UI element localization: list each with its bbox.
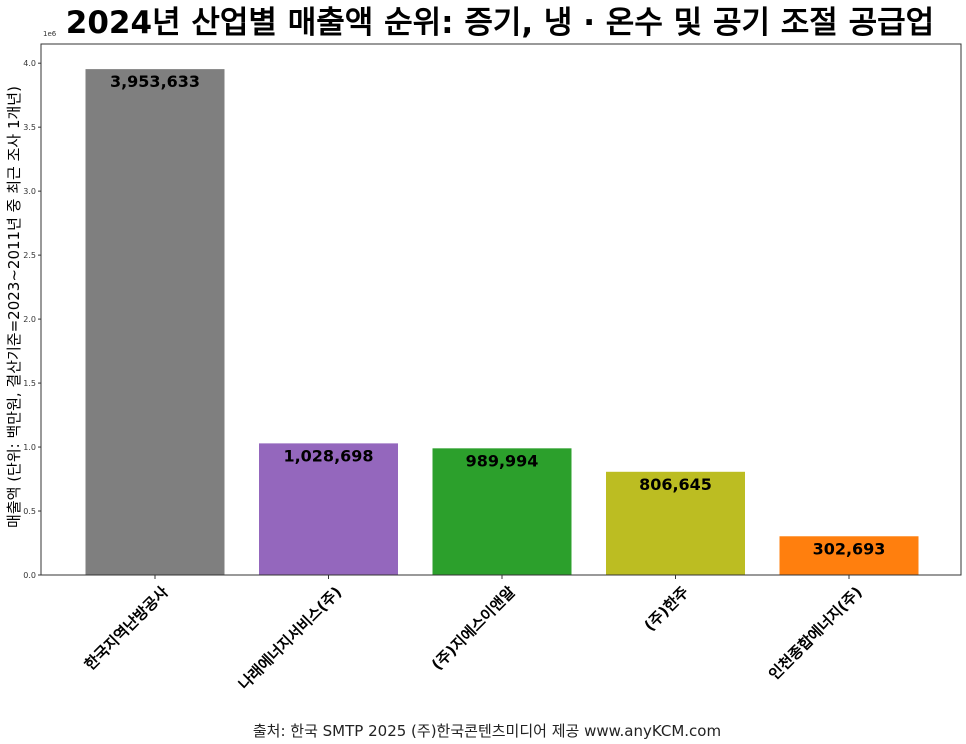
bar-series — [85, 69, 919, 575]
y-tick-label: 2.0 — [23, 315, 36, 324]
bar — [606, 471, 745, 575]
bar-value-label: 302,693 — [813, 539, 886, 558]
x-tick-label: 인천종합에너지(주) — [765, 583, 865, 683]
bar — [779, 536, 919, 575]
y-tick-label: 3.0 — [23, 187, 36, 196]
bar — [259, 443, 398, 575]
y-tick-label: 4.0 — [23, 59, 36, 68]
y-tick-label: 0.5 — [23, 507, 36, 516]
y-axis-label: 매출액 (단위: 백만원, 결산기준=2023~2011년 중 최근 조사 1개… — [5, 86, 23, 528]
x-tick-label: 한국지역난방공사 — [81, 583, 172, 674]
bar-value-label: 3,953,633 — [110, 72, 200, 91]
y-tick-label: 3.5 — [23, 123, 36, 132]
y-axis-ticks: 0.0 0.5 1.0 1.5 2.0 2.5 3.0 3.5 4.0 — [23, 59, 41, 580]
bar-value-label: 989,994 — [466, 451, 539, 470]
y-tick-label: 0.0 — [23, 571, 36, 580]
bar-value-label: 1,028,698 — [283, 446, 373, 465]
x-tick-label: (주)한주 — [641, 583, 693, 635]
bar-value-label: 806,645 — [639, 475, 712, 494]
bar — [432, 448, 572, 575]
x-tick-label: (주)지에스이앤알 — [428, 583, 519, 674]
plot-area-frame — [40, 43, 962, 576]
y-tick-label: 1.0 — [23, 443, 36, 452]
bar — [85, 69, 225, 575]
x-tick-label: 나래에너지서비스(주) — [235, 583, 345, 693]
y-axis-offset-label: 1e6 — [43, 30, 57, 38]
bar-value-labels: 3,953,633 1,028,698 989,994 806,645 302,693 — [110, 72, 885, 558]
source-note: 출처: 한국 SMTP 2025 (주)한국콘텐츠미디어 제공 www.anyK… — [253, 722, 721, 740]
y-tick-label: 2.5 — [23, 251, 36, 260]
y-tick-label: 1.5 — [23, 379, 36, 388]
chart-title: 2024년 산업별 매출액 순위: 증기, 냉 · 온수 및 공기 조절 공급업 — [66, 5, 934, 41]
x-axis-ticks: 한국지역난방공사 나래에너지서비스(주) (주)지에스이앤알 (주)한주 인천종합에너지… — [81, 575, 866, 693]
